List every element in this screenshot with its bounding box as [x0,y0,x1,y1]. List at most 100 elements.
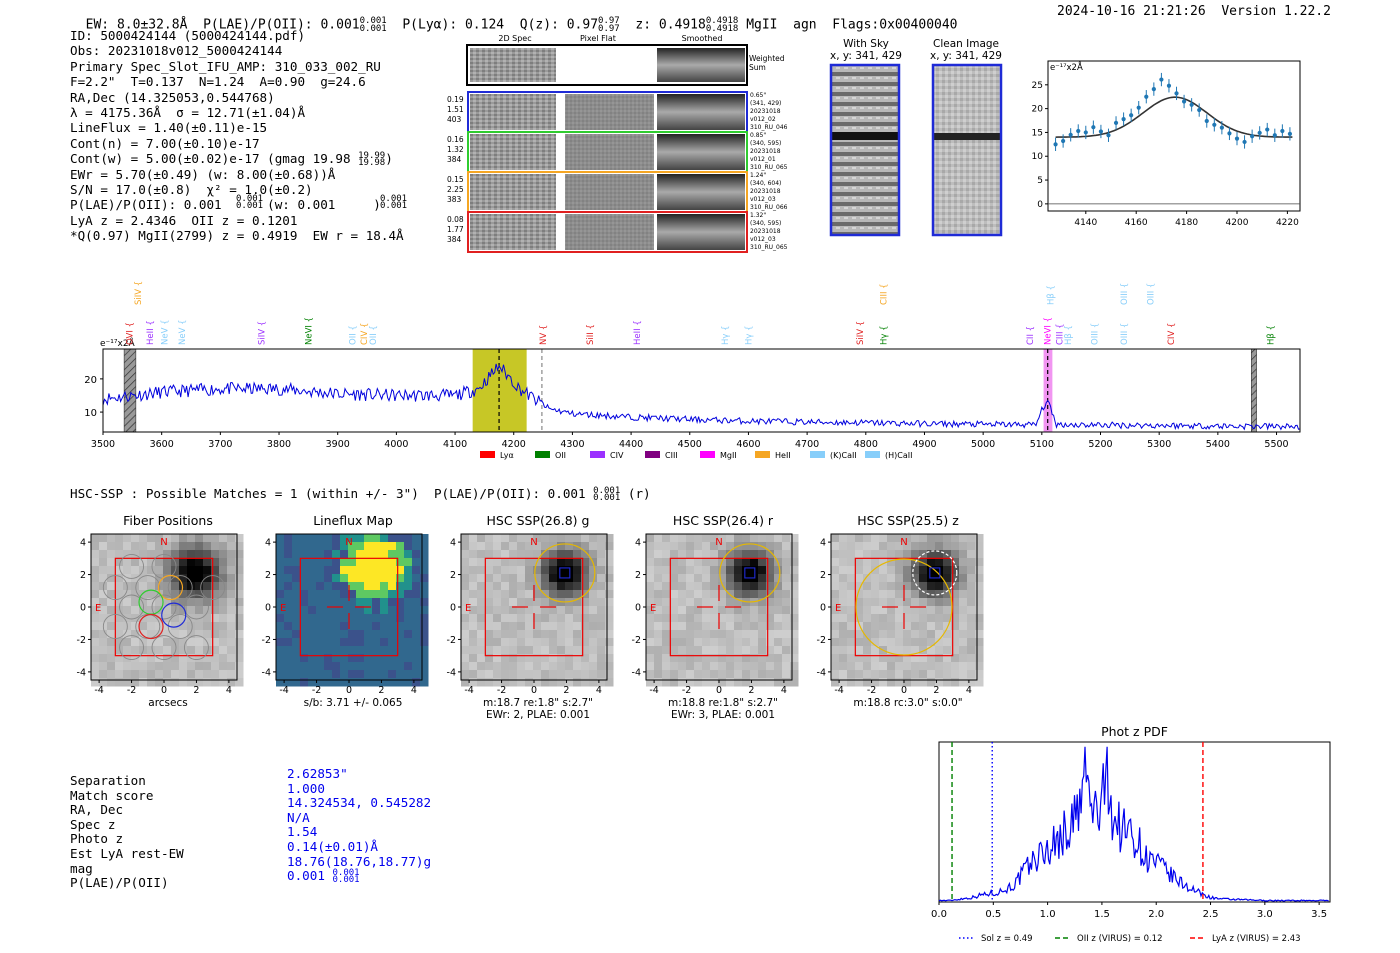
panel-pixel [927,638,936,647]
panel-pixel [943,678,952,687]
panel-pixel [171,574,180,583]
panel-pixel [163,678,172,687]
panel-pixel [163,638,172,647]
panel-pixel [485,582,494,591]
panel-pixel [831,606,840,615]
panel-pixel [662,662,671,671]
panel-pixel [396,614,405,623]
hsc-match-line: HSC-SSP : Possible Matches = 1 (within +… [70,486,651,502]
panel-pixel [686,670,695,679]
panel-pixel [774,654,783,663]
panel-pixel [147,590,156,599]
panel-pixel [750,582,759,591]
panel-pixel [597,614,606,623]
panel-pixel [469,582,478,591]
panel-pixel [139,622,148,631]
panel-pixel [670,582,679,591]
fiber-circle [200,575,226,600]
panel-pixel [774,678,783,687]
info-plaew-sup: 0.001 [380,194,408,205]
panel-pixel [694,566,703,575]
panel-pixel [412,582,421,591]
panel-pixel [855,662,864,671]
panel-pixel [654,622,663,631]
panel-pixel [396,638,405,647]
panel-pixel [91,590,100,599]
panel-pixel [332,558,341,567]
panel-pixel [509,646,518,655]
panel-pixel [211,574,220,583]
panel-pixel [766,550,775,559]
panel-pixel [758,638,767,647]
source-ellipse [534,543,596,603]
panel-pixel [726,614,735,623]
panel-pixel [340,630,349,639]
panel-pixel [412,662,421,671]
panel-pixel [541,598,550,607]
panel-pixel [887,670,896,679]
panel-pixel [469,622,478,631]
panel-pixel [171,590,180,599]
header-plae: P(LAE)/P(OII): 0.001 [203,17,360,33]
panel-pixel [662,558,671,567]
panel-pixel [581,606,590,615]
panel-pixel [203,646,212,655]
panel-pixel [91,606,100,615]
legend-label: CIV [610,451,624,460]
panel-pixel [356,638,365,647]
panel-pixel [308,638,317,647]
zoom-model-line [1055,96,1293,138]
panel-pixel [975,590,984,599]
panel-pixel [863,590,872,599]
panel-pixel [790,638,799,647]
panel-pixel [340,638,349,647]
panel-pixel [565,638,574,647]
cutout-row-metric: 383 [447,195,462,204]
panel-pixel [517,590,526,599]
panel-pixel [959,670,968,679]
panel-pixel [855,678,864,687]
panel-pixel [678,654,687,663]
panel-pixel [975,598,984,607]
panel-pixel [943,574,952,583]
panel-pixel [284,542,293,551]
panel-pixel [235,534,244,543]
panel-pixel [589,638,598,647]
panel-ytick-label: 2 [80,570,86,581]
panel-pixel [235,550,244,559]
panel-pixel [501,550,510,559]
panel-pixel [115,670,124,679]
panel-pixel [662,606,671,615]
panel-pixel [461,606,470,615]
zoom-point [1113,120,1119,126]
legend-label: CIII [665,451,678,460]
panel-pixel [847,550,856,559]
panel-pixel [831,598,840,607]
panel-pixel [115,590,124,599]
panel-pixel [774,662,783,671]
panel-pixel [469,590,478,599]
info-block: ID: 5000424144 (5000424144.pdf) Obs: 202… [70,28,408,243]
panel-pixel [171,646,180,655]
full-xtick-label: 5400 [1206,439,1230,450]
panel-ytick-label: 4 [820,538,826,549]
panel-pixel [646,646,655,655]
panel-pixel [573,566,582,575]
panel-pixel [195,646,204,655]
panel-pixel [356,662,365,671]
panel-pixel [356,614,365,623]
panel-pixel [782,670,791,679]
panel-pixel [396,534,405,543]
full-xtick-label: 4900 [912,439,936,450]
panel-pixel [284,646,293,655]
panel-pixel [235,598,244,607]
panel-pixel [477,574,486,583]
panel-pixel [959,646,968,655]
panel-pixel [477,654,486,663]
panel-pixel [975,678,984,687]
panel-pixel [292,574,301,583]
panel-pixel [517,654,526,663]
panel-pixel [211,654,220,663]
panel-pixel [911,574,920,583]
panel-pixel [967,574,976,583]
